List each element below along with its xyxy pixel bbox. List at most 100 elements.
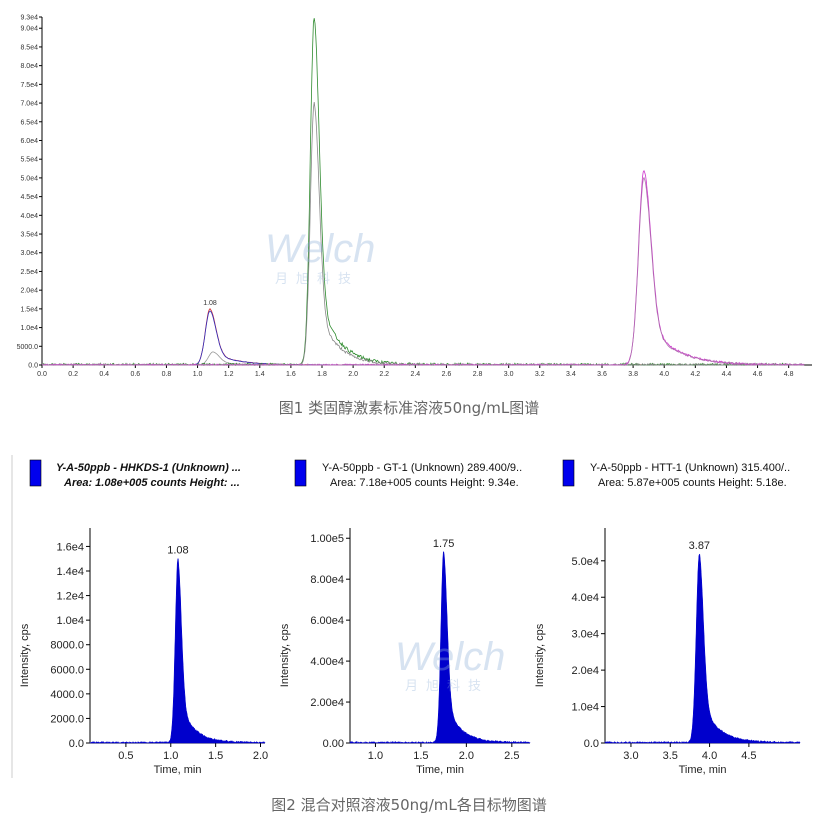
- y-tick-label: 2.5e4: [20, 269, 38, 276]
- x-tick-label: 2.0: [253, 750, 268, 762]
- x-tick-label: 4.8: [784, 371, 794, 378]
- x-tick-label: 0.5: [118, 750, 133, 762]
- watermark-brand: Welch: [265, 227, 375, 271]
- series-line-2: [42, 351, 805, 366]
- y-tick-label: 1.0e4: [571, 702, 599, 714]
- y-tick-label: 1.00e5: [310, 533, 344, 545]
- x-tick-label: 4.6: [753, 371, 763, 378]
- x-tick-label: 0.8: [162, 371, 172, 378]
- y-axis-label: Intensity, cps: [534, 623, 546, 687]
- peak-area: [604, 553, 801, 744]
- x-tick-label: 0.0: [37, 371, 47, 378]
- y-tick-label: 8.00e4: [310, 574, 344, 586]
- x-tick-label: 0.4: [99, 371, 109, 378]
- y-tick-label: 0.0: [584, 738, 599, 750]
- series-line-4: [41, 101, 805, 366]
- panel-2: Y-A-50ppb - GT-1 (Unknown) 289.400/9.. Ar…: [279, 459, 531, 776]
- y-tick-label: 8000.0: [50, 640, 84, 652]
- peak-label: 1.08: [203, 300, 217, 307]
- peak-area: [89, 558, 266, 744]
- panel-3: Y-A-50ppb - HTT-1 (Unknown) 315.400/.. Ar…: [534, 459, 801, 776]
- x-tick-label: 4.0: [702, 750, 717, 762]
- legend-line2: Area: 1.08e+005 counts Height: ...: [63, 477, 240, 489]
- legend-line1: Y-A-50ppb - HTT-1 (Unknown) 315.400/..: [590, 462, 790, 474]
- x-tick-label: 0.2: [68, 371, 78, 378]
- y-tick-label: 2.00e4: [310, 697, 344, 709]
- x-tick-label: 1.0: [193, 371, 203, 378]
- legend-swatch: [294, 459, 307, 487]
- x-tick-label: 1.0: [163, 750, 178, 762]
- x-tick-label: 1.2: [224, 371, 234, 378]
- x-tick-label: 2.8: [473, 371, 483, 378]
- y-tick-label: 9.3e4: [20, 15, 38, 22]
- y-tick-label: 6.00e4: [310, 615, 344, 627]
- x-tick-label: 4.5: [741, 750, 756, 762]
- y-tick-label: 1.0e4: [56, 615, 84, 627]
- series-line-1: [42, 310, 805, 366]
- y-tick-label: 8.0e4: [20, 63, 38, 70]
- series-line-0: [42, 308, 805, 366]
- y-tick-label: 5000.0: [17, 344, 39, 351]
- y-tick-label: 6.0e4: [20, 138, 38, 145]
- y-tick-label: 2.0e4: [571, 665, 599, 677]
- y-tick-label: 1.6e4: [56, 541, 84, 553]
- x-tick-label: 4.0: [659, 371, 669, 378]
- x-tick-label: 2.0: [348, 371, 358, 378]
- y-tick-label: 7.5e4: [20, 82, 38, 89]
- y-tick-label: 1.0e4: [20, 325, 38, 332]
- y-tick-label: 5.0e4: [20, 175, 38, 182]
- figure2-caption: 图2 混合对照溶液50ng/mL各目标物图谱: [271, 796, 546, 814]
- peak-label: 3.87: [689, 540, 710, 552]
- x-tick-label: 1.6: [286, 371, 296, 378]
- x-tick-label: 1.8: [317, 371, 327, 378]
- x-tick-label: 2.5: [504, 750, 519, 762]
- x-tick-label: 0.6: [130, 371, 140, 378]
- y-tick-label: 4.00e4: [310, 656, 344, 668]
- y-tick-label: 1.2e4: [56, 591, 84, 603]
- x-tick-label: 2.0: [459, 750, 474, 762]
- y-tick-label: 6000.0: [50, 664, 84, 676]
- y-tick-label: 5.5e4: [20, 157, 38, 164]
- x-tick-label: 2.6: [442, 371, 452, 378]
- x-tick-label: 2.4: [410, 371, 420, 378]
- x-tick-label: 3.2: [535, 371, 545, 378]
- legend-swatch: [29, 459, 42, 487]
- y-tick-label: 3.0e4: [20, 250, 38, 257]
- legend-swatch: [562, 459, 575, 487]
- peak-label: 1.75: [433, 538, 454, 550]
- x-tick-label: 4.4: [722, 371, 732, 378]
- x-tick-label: 3.0: [504, 371, 514, 378]
- y-tick-label: 0.0: [69, 738, 84, 750]
- figure1-caption: 图1 类固醇激素标准溶液50ng/mL图谱: [279, 399, 539, 417]
- legend-line2: Area: 7.18e+005 counts Height: 9.34e.: [330, 477, 519, 489]
- y-tick-label: 8.5e4: [20, 44, 38, 51]
- x-tick-label: 1.5: [208, 750, 223, 762]
- peak-area: [349, 551, 531, 744]
- watermark-brand: Welch: [395, 635, 505, 679]
- y-tick-label: 1.4e4: [56, 566, 84, 578]
- x-tick-label: 1.4: [255, 371, 265, 378]
- watermark-sub: 月旭科技: [275, 271, 359, 286]
- y-tick-label: 9.0e4: [20, 26, 38, 33]
- series-line-5: [41, 169, 805, 366]
- y-tick-label: 0.00: [323, 738, 344, 750]
- overlay-chromatogram: 0.0 0.2 0.4 0.6 0.8 1.0 1.2 1.4 1.6 1.8 2.0 2.2 2.4 2…: [17, 15, 812, 378]
- y-tick-label: 5.0e4: [571, 556, 599, 568]
- y-tick-label: 2.0e4: [20, 288, 38, 295]
- x-axis-label: Time, min: [154, 764, 202, 776]
- x-tick-label: 1.0: [368, 750, 383, 762]
- x-tick-label: 3.0: [623, 750, 638, 762]
- x-tick-label: 3.5: [663, 750, 678, 762]
- y-tick-label: 3.5e4: [20, 232, 38, 239]
- legend-line1: Y-A-50ppb - GT-1 (Unknown) 289.400/9..: [322, 462, 522, 474]
- y-tick-label: 1.5e4: [20, 306, 38, 313]
- y-tick-label: 7.0e4: [20, 101, 38, 108]
- x-tick-label: 4.2: [690, 371, 700, 378]
- x-axis-label: Time, min: [679, 764, 727, 776]
- watermark-logo: Welch 月旭科技 Welch 月旭科技: [265, 227, 505, 693]
- y-tick-label: 4.0e4: [20, 213, 38, 220]
- y-tick-label: 4.0e4: [571, 592, 599, 604]
- legend-line2: Area: 5.87e+005 counts Height: 5.18e.: [598, 477, 787, 489]
- x-tick-label: 2.2: [379, 371, 389, 378]
- x-axis-label: Time, min: [416, 764, 464, 776]
